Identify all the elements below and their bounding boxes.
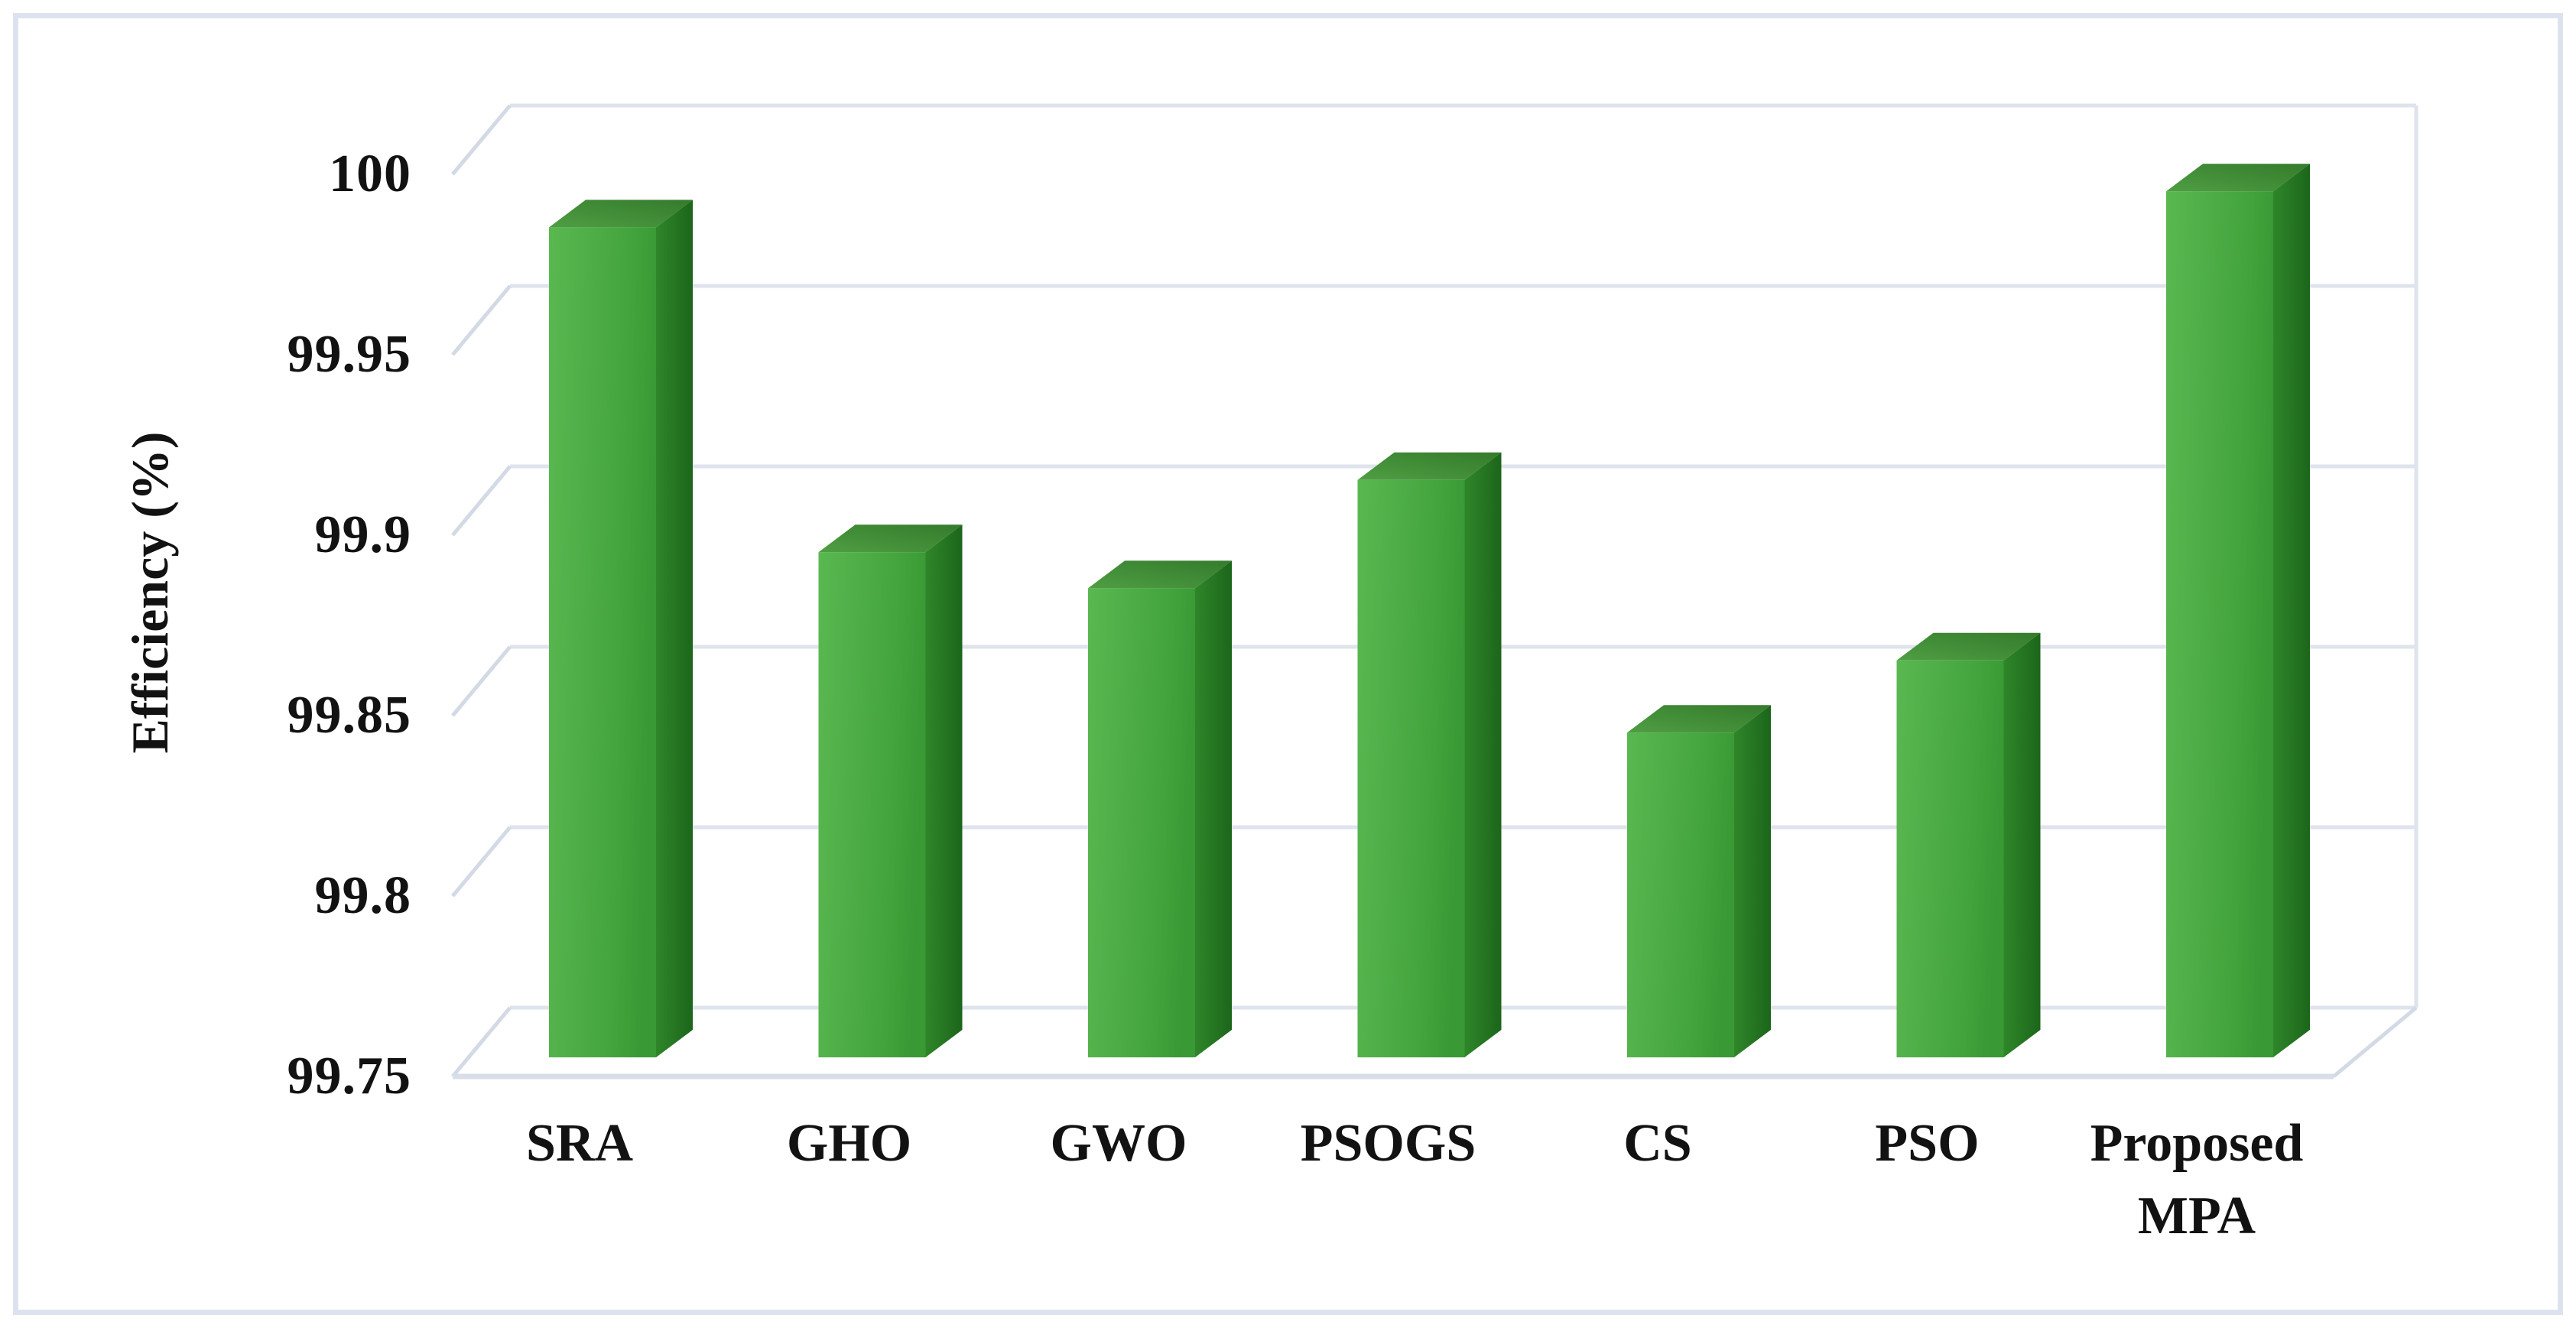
y-tick-label: 99.75 — [287, 1047, 411, 1106]
bar-pso — [1896, 632, 2041, 1057]
bar-top-face — [1088, 560, 1232, 589]
y-axis-title: Efficiency (%) — [121, 431, 179, 754]
bar-front-face — [1357, 479, 1465, 1057]
x-category-label: CS — [1623, 1114, 1692, 1173]
side-wall-gridline — [451, 465, 512, 537]
bar-front-face — [549, 227, 656, 1057]
side-wall-gridline — [451, 104, 512, 176]
bar-side-face — [656, 200, 693, 1057]
y-tick-label: 99.85 — [287, 686, 411, 745]
side-wall-gridline — [451, 1006, 512, 1078]
bar-sra — [549, 200, 693, 1057]
bar-cs — [1627, 705, 1771, 1057]
bar-front-face — [2166, 191, 2273, 1058]
side-wall-gridline — [451, 645, 512, 717]
side-wall-gridline — [451, 826, 512, 898]
side-wall-gridline — [451, 284, 512, 356]
bar-front-face — [1088, 588, 1195, 1057]
bar-side-face — [2273, 164, 2310, 1058]
bar-front-face — [818, 552, 926, 1057]
x-category-label: GWO — [1050, 1114, 1187, 1173]
bar-top-face — [1357, 452, 1502, 480]
bar-gwo — [1088, 560, 1232, 1057]
bar-psogs — [1357, 452, 1502, 1057]
y-tick-label: 99.95 — [287, 325, 411, 384]
bar-side-face — [1734, 705, 1771, 1057]
x-category-label: PSOGS — [1300, 1114, 1476, 1173]
bar-side-face — [2003, 632, 2041, 1057]
bar-side-face — [925, 524, 963, 1057]
y-tick-label: 99.8 — [314, 866, 411, 925]
y-tick-label: 100 — [329, 144, 411, 203]
bar-proposed-mpa — [2166, 164, 2310, 1058]
bar-top-face — [1627, 705, 1771, 733]
x-category-label: SRA — [525, 1114, 634, 1173]
bar-top-face — [549, 200, 693, 228]
bar-top-face — [1896, 632, 2041, 661]
bar-side-face — [1195, 560, 1232, 1057]
x-category-label: GHO — [786, 1114, 912, 1173]
bar-side-face — [1464, 452, 1502, 1057]
bar-front-face — [1627, 732, 1734, 1057]
x-category-label: PSO — [1875, 1114, 1980, 1173]
bar-top-face — [2166, 164, 2310, 192]
y-tick-label: 99.9 — [314, 505, 411, 564]
bar-top-face — [818, 524, 963, 553]
bar-front-face — [1896, 660, 2004, 1057]
x-category-label: Proposed MPA — [2090, 1114, 2304, 1245]
bar-gho — [818, 524, 963, 1057]
floor-right-edge — [2332, 1006, 2418, 1078]
